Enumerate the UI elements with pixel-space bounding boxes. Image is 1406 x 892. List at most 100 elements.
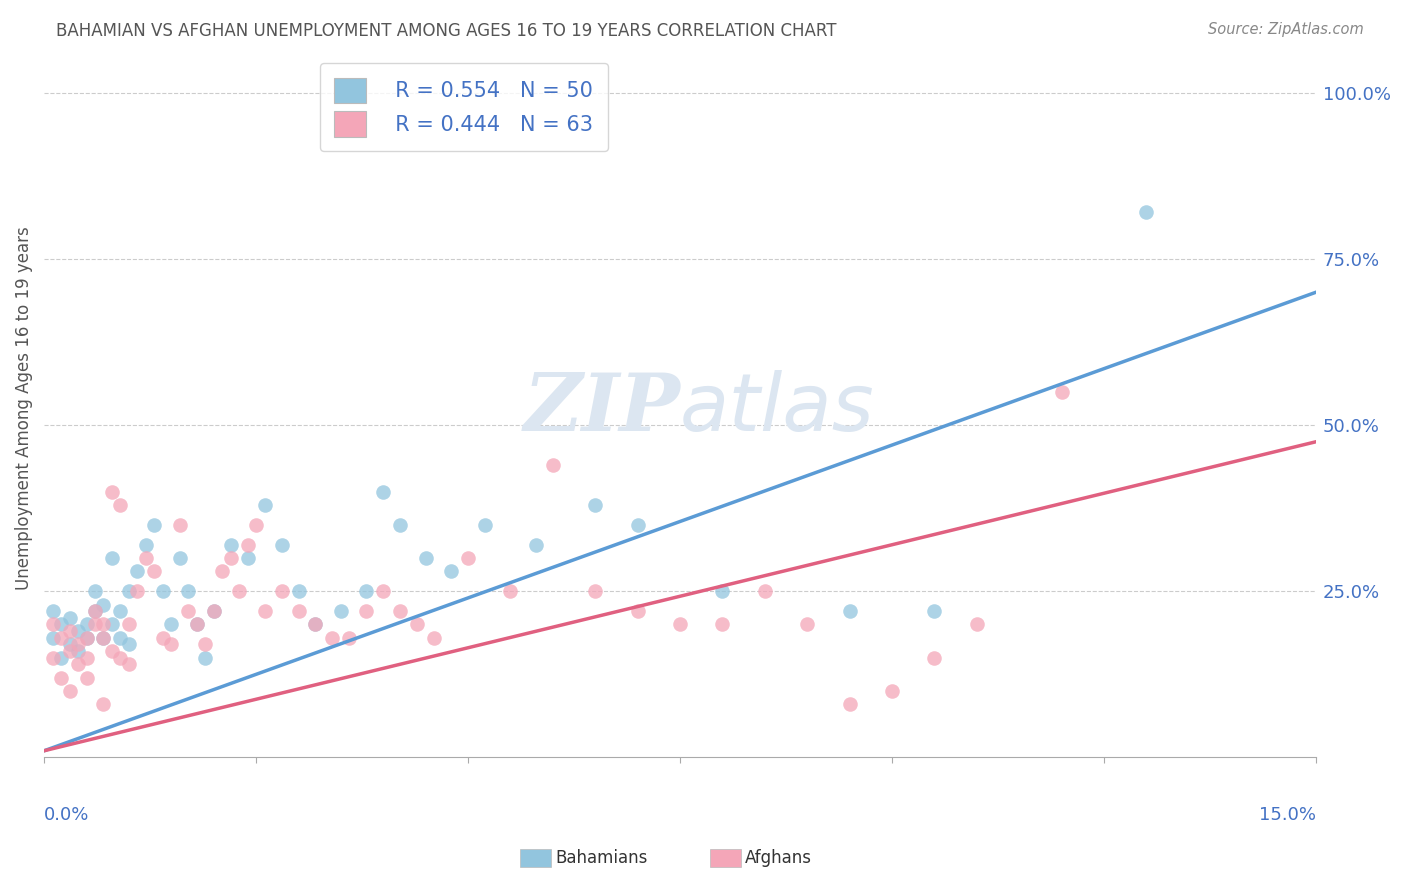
Point [58,644,80,658]
Text: ZIP: ZIP [523,370,681,447]
Text: Afghans: Afghans [745,849,813,867]
Point [389,604,412,618]
Point [356,604,378,618]
Point [194,650,217,665]
Point [66,657,89,672]
Point [838,604,860,618]
Point [583,584,606,599]
Point [160,617,183,632]
Point [373,484,395,499]
Point [796,617,818,632]
Point [329,604,352,618]
Point [202,604,225,618]
Text: Source: ZipAtlas.com: Source: ZipAtlas.com [1208,22,1364,37]
Point [41,617,63,632]
Point [711,584,734,599]
Point [135,538,157,552]
Point [287,584,309,599]
Point [41,650,63,665]
Point [110,650,132,665]
Point [541,458,564,472]
Point [177,604,200,618]
Point [711,617,734,632]
Point [101,617,124,632]
Point [474,517,496,532]
Point [152,631,174,645]
Point [135,551,157,566]
Point [669,617,692,632]
Point [127,584,149,599]
Point [966,617,988,632]
Point [93,698,115,712]
Point [101,551,124,566]
Point [76,671,98,685]
Point [84,604,107,618]
Point [66,637,89,651]
Point [583,498,606,512]
Point [118,617,141,632]
Point [118,584,141,599]
Point [93,598,115,612]
Point [1050,384,1073,399]
Point [270,584,292,599]
Y-axis label: Unemployment Among Ages 16 to 19 years: Unemployment Among Ages 16 to 19 years [15,227,32,591]
Point [160,637,183,651]
Point [93,631,115,645]
Point [66,644,89,658]
Point [101,644,124,658]
Point [169,517,191,532]
Point [186,617,208,632]
Point [76,631,98,645]
Point [245,517,267,532]
Point [304,617,326,632]
Point [58,624,80,639]
Point [415,551,437,566]
Point [143,517,166,532]
Point [84,584,107,599]
Point [84,617,107,632]
Point [253,498,276,512]
Point [627,604,650,618]
Point [880,684,903,698]
Point [110,631,132,645]
Point [356,584,378,599]
Point [219,551,242,566]
Point [143,564,166,578]
Text: Bahamians: Bahamians [555,849,648,867]
Point [211,564,233,578]
Point [186,617,208,632]
Text: 0.0%: 0.0% [44,806,90,824]
Legend:   R = 0.554   N = 50,   R = 0.444   N = 63: R = 0.554 N = 50, R = 0.444 N = 63 [319,63,607,152]
Point [321,631,343,645]
Point [84,604,107,618]
Point [406,617,429,632]
Point [373,584,395,599]
Point [49,617,72,632]
Point [924,650,946,665]
Point [219,538,242,552]
Point [838,698,860,712]
Point [304,617,326,632]
Point [389,517,412,532]
Point [236,538,259,552]
Point [49,650,72,665]
Point [93,631,115,645]
Point [76,650,98,665]
Point [524,538,547,552]
Point [177,584,200,599]
Point [287,604,309,618]
Point [49,671,72,685]
Text: 15.0%: 15.0% [1258,806,1316,824]
Point [627,517,650,532]
Point [924,604,946,618]
Text: BAHAMIAN VS AFGHAN UNEMPLOYMENT AMONG AGES 16 TO 19 YEARS CORRELATION CHART: BAHAMIAN VS AFGHAN UNEMPLOYMENT AMONG AG… [56,22,837,40]
Point [1135,205,1157,219]
Point [58,684,80,698]
Point [337,631,360,645]
Text: atlas: atlas [681,369,875,448]
Point [58,637,80,651]
Point [754,584,776,599]
Point [58,611,80,625]
Point [118,657,141,672]
Point [194,637,217,651]
